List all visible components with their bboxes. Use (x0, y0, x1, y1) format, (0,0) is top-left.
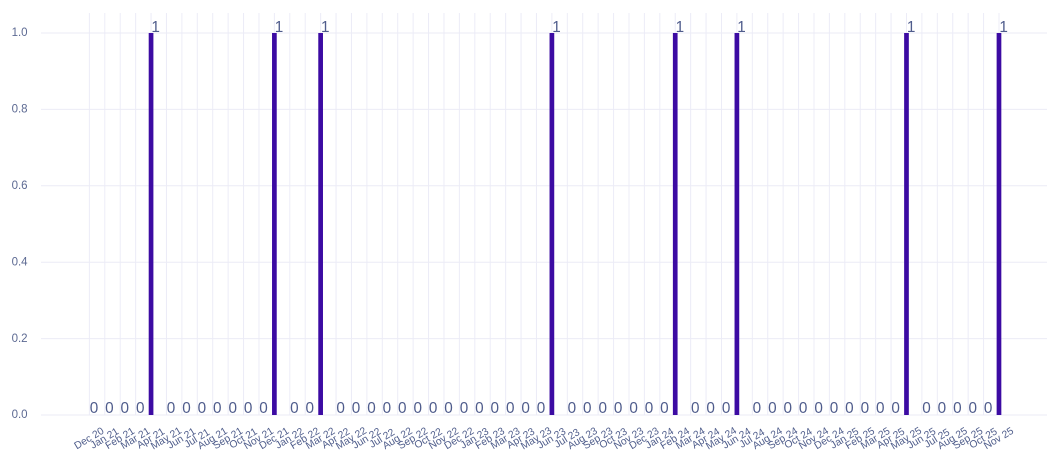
svg-text:0: 0 (336, 400, 345, 417)
svg-text:0: 0 (521, 400, 530, 417)
svg-text:0.2: 0.2 (12, 333, 28, 345)
svg-text:0: 0 (583, 400, 592, 417)
svg-text:0: 0 (614, 400, 623, 417)
svg-text:0: 0 (506, 400, 515, 417)
svg-text:0: 0 (105, 400, 114, 417)
svg-text:0: 0 (891, 400, 900, 417)
svg-text:0.4: 0.4 (12, 256, 29, 268)
svg-text:0: 0 (90, 400, 99, 417)
svg-text:0: 0 (645, 400, 654, 417)
svg-text:1: 1 (321, 19, 330, 36)
svg-text:0: 0 (121, 400, 130, 417)
svg-text:0: 0 (198, 400, 207, 417)
svg-text:0: 0 (444, 400, 453, 417)
svg-text:0: 0 (845, 400, 854, 417)
svg-text:0: 0 (491, 400, 500, 417)
svg-text:1: 1 (999, 19, 1008, 36)
svg-text:0: 0 (768, 400, 777, 417)
svg-text:0: 0 (213, 400, 222, 417)
svg-text:0: 0 (383, 400, 392, 417)
svg-text:0.6: 0.6 (12, 180, 28, 192)
svg-text:0: 0 (922, 400, 931, 417)
svg-text:0: 0 (537, 400, 546, 417)
svg-text:0: 0 (182, 400, 191, 417)
svg-text:0: 0 (830, 400, 839, 417)
svg-text:0: 0 (244, 400, 253, 417)
svg-text:0: 0 (953, 400, 962, 417)
svg-text:0: 0 (228, 400, 237, 417)
svg-text:0: 0 (722, 400, 731, 417)
svg-text:0: 0 (799, 400, 808, 417)
svg-text:0.0: 0.0 (12, 409, 28, 421)
svg-text:0: 0 (568, 400, 577, 417)
svg-text:1: 1 (737, 19, 746, 36)
svg-text:0: 0 (783, 400, 792, 417)
svg-text:0: 0 (290, 400, 299, 417)
svg-text:0: 0 (861, 400, 870, 417)
svg-text:0: 0 (984, 400, 993, 417)
svg-text:0: 0 (706, 400, 715, 417)
svg-text:1: 1 (275, 19, 284, 36)
svg-text:0: 0 (306, 400, 315, 417)
svg-text:1.0: 1.0 (12, 27, 28, 39)
svg-text:0: 0 (352, 400, 361, 417)
svg-text:0: 0 (876, 400, 885, 417)
svg-text:0: 0 (136, 400, 145, 417)
svg-text:0: 0 (629, 400, 638, 417)
svg-text:0: 0 (429, 400, 438, 417)
svg-text:0: 0 (460, 400, 469, 417)
svg-text:0: 0 (475, 400, 484, 417)
svg-text:0: 0 (413, 400, 422, 417)
svg-text:0: 0 (259, 400, 268, 417)
svg-text:0: 0 (814, 400, 823, 417)
svg-text:0: 0 (398, 400, 407, 417)
svg-text:1: 1 (907, 19, 916, 36)
svg-text:0: 0 (598, 400, 607, 417)
svg-text:0: 0 (660, 400, 669, 417)
svg-text:0: 0 (167, 400, 176, 417)
svg-text:1: 1 (151, 19, 160, 36)
svg-text:0: 0 (753, 400, 762, 417)
svg-text:1: 1 (552, 19, 561, 36)
svg-text:0: 0 (938, 400, 947, 417)
svg-text:0: 0 (968, 400, 977, 417)
svg-text:1: 1 (676, 19, 685, 36)
svg-text:0: 0 (691, 400, 700, 417)
svg-text:0: 0 (367, 400, 376, 417)
svg-text:0.8: 0.8 (12, 104, 28, 116)
